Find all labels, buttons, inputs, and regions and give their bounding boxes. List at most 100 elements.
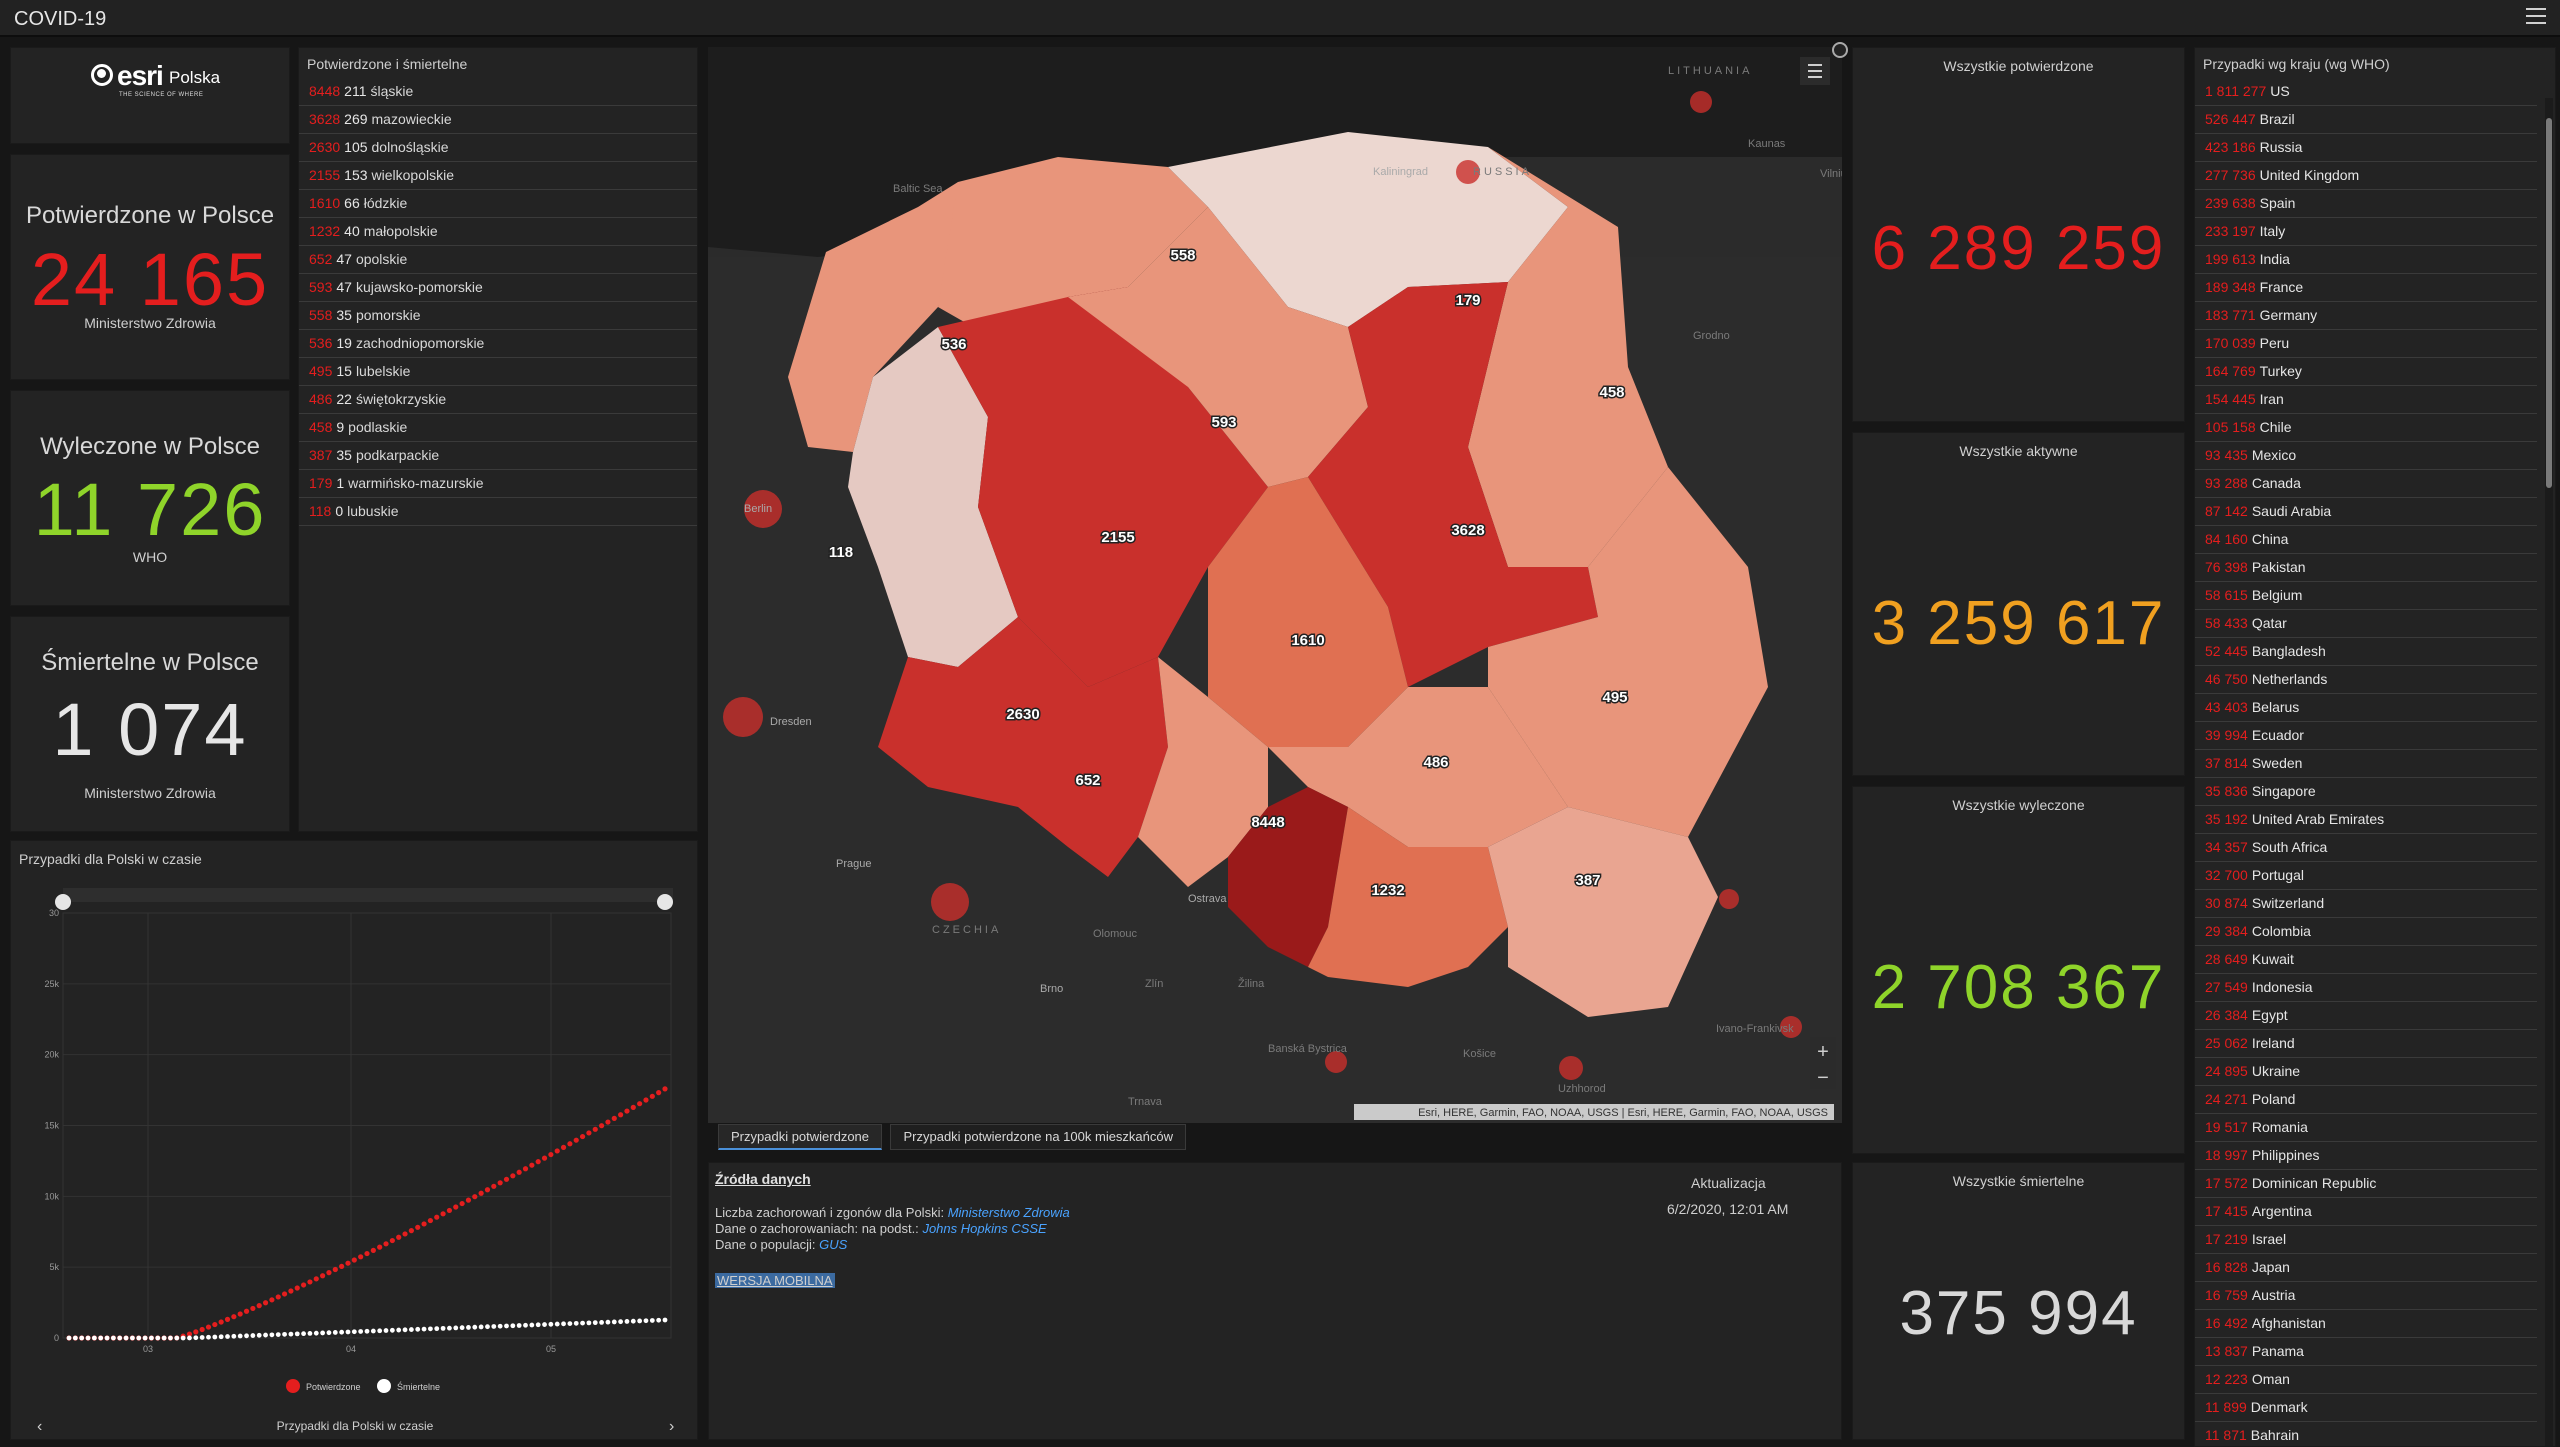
deaths-point[interactable] [66,1335,72,1341]
esri-logo[interactable]: esri Polska THE SCIENCE OF WHERE [91,60,231,100]
confirmed-point[interactable] [231,1314,237,1320]
time-slider-track[interactable] [63,888,673,902]
confirmed-point[interactable] [554,1148,560,1154]
region-row[interactable]: 558 35 pomorskie [299,302,697,330]
deaths-point[interactable] [199,1335,205,1340]
bubble-dresden[interactable] [723,697,763,737]
country-row[interactable]: 154 445 Iran [2195,386,2537,414]
country-row[interactable]: 58 615 Belgium [2195,582,2537,610]
zoom-in-button[interactable]: + [1817,1041,1829,1063]
deaths-point[interactable] [149,1335,154,1341]
deaths-point[interactable] [630,1318,636,1324]
confirmed-point[interactable] [541,1155,548,1161]
region-row[interactable]: 536 19 zachodniopomorskie [299,330,697,358]
mobile-version-link[interactable]: WERSJA MOBILNA [715,1273,835,1288]
link-jhu[interactable]: Johns Hopkins CSSE [922,1221,1047,1236]
deaths-point[interactable] [123,1335,129,1341]
confirmed-point[interactable] [218,1319,224,1325]
country-row[interactable]: 24 895 Ukraine [2195,1058,2537,1086]
confirmed-point[interactable] [649,1093,655,1099]
deaths-point[interactable] [497,1323,503,1329]
country-row[interactable]: 46 750 Netherlands [2195,666,2537,694]
confirmed-point[interactable] [358,1254,364,1260]
deaths-point[interactable] [618,1319,624,1325]
confirmed-point[interactable] [598,1123,605,1129]
region-row[interactable]: 458 9 podlaskie [299,414,697,442]
confirmed-point[interactable] [199,1326,205,1333]
deaths-point[interactable] [542,1322,547,1327]
deaths-point[interactable] [567,1321,573,1326]
country-row[interactable]: 28 649 Kuwait [2195,946,2537,974]
confirmed-point[interactable] [567,1141,573,1147]
deaths-point[interactable] [605,1319,611,1325]
deaths-point[interactable] [345,1329,351,1335]
deaths-point[interactable] [307,1331,313,1336]
confirmed-point[interactable] [643,1097,649,1103]
confirmed-point[interactable] [522,1166,529,1172]
confirmed-point[interactable] [307,1279,313,1285]
time-slider-end-handle[interactable] [657,894,673,910]
deaths-point[interactable] [269,1332,275,1338]
confirmed-point[interactable] [250,1305,256,1312]
region-podkarpackie[interactable] [1488,807,1718,1017]
deaths-point[interactable] [662,1317,668,1323]
deaths-point[interactable] [643,1318,649,1324]
confirmed-point[interactable] [383,1241,389,1247]
country-row[interactable]: 26 384 Egypt [2195,1002,2537,1030]
region-lubuskie[interactable] [848,327,1018,667]
country-row[interactable]: 189 348 France [2195,274,2537,302]
region-lodzkie[interactable] [1208,477,1408,747]
deaths-point[interactable] [301,1331,306,1337]
deaths-point[interactable] [510,1323,516,1329]
bubble-kosice[interactable] [1559,1056,1583,1080]
country-row[interactable]: 11 871 Bahrain [2195,1422,2537,1446]
deaths-point[interactable] [453,1325,459,1331]
legend-label-deaths[interactable]: Śmiertelne [397,1381,440,1392]
confirmed-point[interactable] [294,1285,300,1291]
confirmed-point[interactable] [630,1104,636,1110]
confirmed-point[interactable] [535,1159,541,1165]
country-row[interactable]: 526 447 Brazil [2195,106,2537,134]
country-row[interactable]: 29 384 Colombia [2195,918,2537,946]
deaths-point[interactable] [434,1326,440,1332]
country-row[interactable]: 24 271 Poland [2195,1086,2537,1114]
region-opolskie[interactable] [1138,657,1268,887]
deaths-point[interactable] [130,1335,135,1341]
deaths-point[interactable] [580,1320,585,1326]
confirmed-point[interactable] [351,1257,357,1263]
chevron-left-icon[interactable]: ‹ [37,1418,42,1435]
deaths-point[interactable] [554,1321,560,1327]
region-row[interactable]: 8448 211 śląskie [299,78,697,106]
confirmed-point[interactable] [586,1130,592,1136]
country-row[interactable]: 35 192 United Arab Emirates [2195,806,2537,834]
deaths-point[interactable] [275,1332,281,1338]
deaths-point[interactable] [250,1333,256,1338]
country-row[interactable]: 84 160 China [2195,526,2537,554]
deaths-point[interactable] [91,1335,97,1341]
region-dolnoslaskie[interactable] [878,617,1168,877]
deaths-point[interactable] [656,1317,662,1323]
confirmed-point[interactable] [491,1183,497,1189]
deaths-point[interactable] [396,1327,402,1333]
bubble-ivano-frankivsk[interactable] [1780,1016,1802,1038]
confirmed-point[interactable] [269,1297,275,1303]
deaths-point[interactable] [529,1322,535,1328]
confirmed-point[interactable] [224,1316,231,1322]
region-row[interactable]: 2630 105 dolnośląskie [299,134,697,162]
chevron-right-icon[interactable]: › [669,1418,674,1435]
country-row[interactable]: 277 736 United Kingdom [2195,162,2537,190]
deaths-point[interactable] [180,1335,186,1341]
region-lubelskie[interactable] [1488,467,1768,837]
country-row[interactable]: 233 197 Italy [2195,218,2537,246]
deaths-point[interactable] [592,1320,598,1326]
deaths-point[interactable] [611,1319,617,1325]
deaths-point[interactable] [225,1334,230,1339]
deaths-point[interactable] [218,1334,224,1340]
country-row[interactable]: 12 223 Oman [2195,1366,2537,1394]
confirmed-point[interactable] [592,1126,598,1132]
confirmed-point[interactable] [611,1115,617,1121]
deaths-point[interactable] [136,1335,142,1341]
region-row[interactable]: 1610 66 łódzkie [299,190,697,218]
region-mazowieckie[interactable] [1308,282,1598,687]
deaths-point[interactable] [193,1335,199,1341]
